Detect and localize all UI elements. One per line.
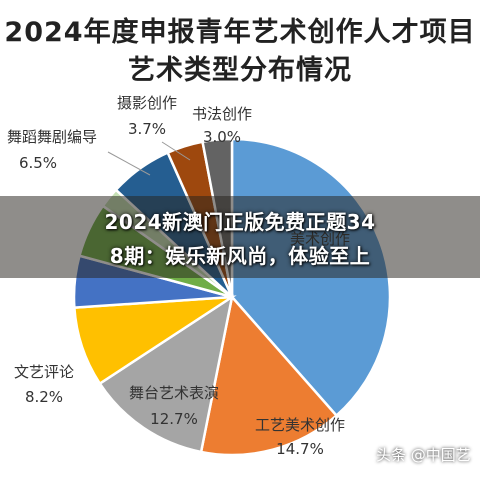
slice-label-书法创作: 书法创作	[192, 105, 252, 123]
leader-line-摄影创作	[161, 141, 191, 161]
slice-value-摄影创作: 3.7%	[128, 120, 166, 138]
pie-slice-工艺美术创作-1	[199, 294, 339, 457]
slice-label-舞台艺术表演: 舞台艺术表演	[129, 384, 219, 402]
pie-slices	[72, 137, 392, 457]
leader-lines	[107, 141, 191, 176]
leader-line-舞蹈舞剧编导	[107, 151, 151, 176]
slice-value-工艺美术创作: 14.7%	[276, 440, 324, 458]
slice-label-摄影创作: 摄影创作	[117, 94, 177, 112]
pie-slice-舞台艺术表演-2	[98, 294, 234, 454]
slice-label-文艺评论: 文艺评论	[14, 363, 74, 381]
overlay-banner	[0, 196, 480, 278]
overlay-banner-line-2: 8期：娱乐新风尚，体验至上	[109, 244, 371, 268]
slice-value-书法创作: 3.0%	[203, 128, 241, 146]
source-watermark: 头条 @中国艺	[376, 446, 471, 464]
slice-label-工艺美术创作: 工艺美术创作	[255, 416, 345, 434]
chart-title-line-2: 艺术类型分布情况	[128, 55, 352, 86]
slice-value-文艺评论: 8.2%	[25, 388, 63, 406]
slice-label-舞蹈舞剧编导: 舞蹈舞剧编导	[7, 128, 97, 146]
slice-value-舞台艺术表演: 12.7%	[150, 410, 198, 428]
overlay-banner-line-1: 2024新澳门正版免费正题34	[104, 210, 376, 234]
chart-title-line-1: 2024年度申报青年艺术创作人才项目	[4, 17, 476, 48]
slice-value-舞蹈舞剧编导: 6.5%	[19, 154, 57, 172]
